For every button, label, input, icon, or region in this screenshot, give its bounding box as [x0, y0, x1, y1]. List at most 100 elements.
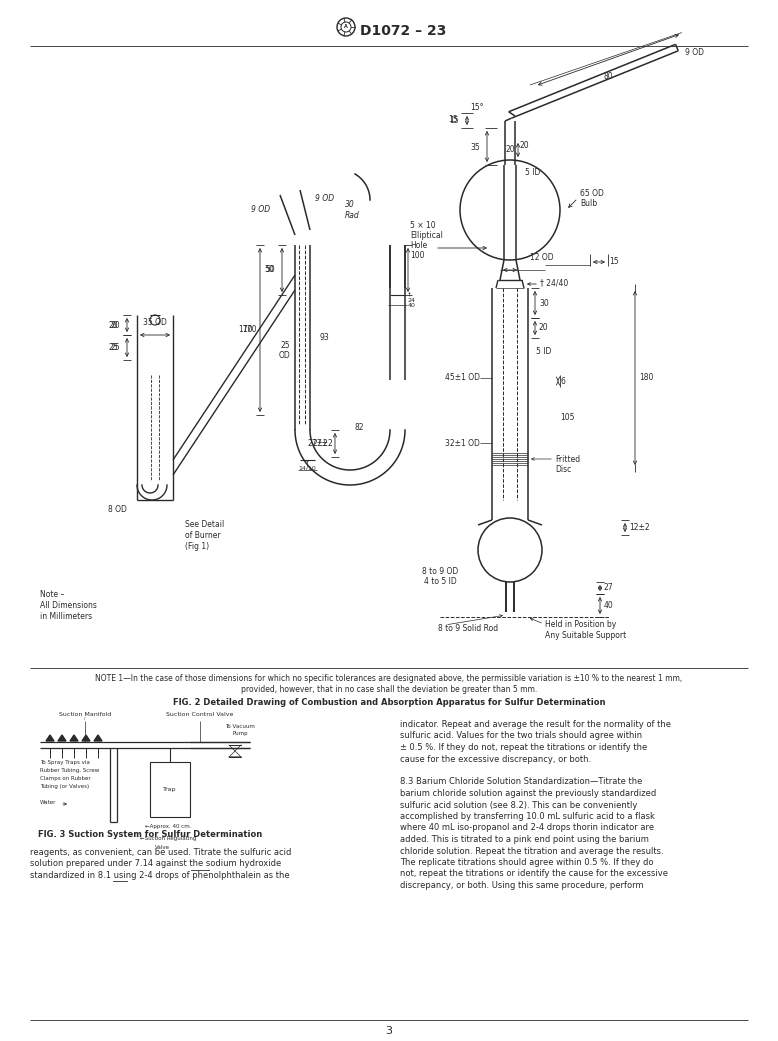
Text: provided, however, that in no case shall the deviation be greater than 5 mm.: provided, however, that in no case shall… [241, 685, 537, 694]
Text: 45±1 OD: 45±1 OD [445, 374, 480, 382]
Text: †
24
40: † 24 40 [408, 291, 416, 308]
Text: 8.3 Barium Chloride Solution Standardization—Titrate the: 8.3 Barium Chloride Solution Standardiza… [400, 778, 643, 787]
Text: FIG. 3 Suction System for Sulfur Determination: FIG. 3 Suction System for Sulfur Determi… [38, 830, 262, 839]
Text: accomplished by transferring 10.0 mL sulfuric acid to a flask: accomplished by transferring 10.0 mL sul… [400, 812, 655, 821]
Text: 170: 170 [242, 326, 257, 334]
Text: 5 ID: 5 ID [525, 168, 541, 177]
Text: /: / [84, 717, 86, 721]
Text: 6: 6 [561, 377, 566, 385]
Text: Held in Position by: Held in Position by [545, 620, 616, 629]
Text: chloride solution. Repeat the titration and average the results.: chloride solution. Repeat the titration … [400, 846, 664, 856]
Text: ←Approx. 40 cm.: ←Approx. 40 cm. [145, 824, 191, 829]
Text: To Spray Traps via: To Spray Traps via [40, 760, 90, 765]
Text: 15: 15 [448, 116, 458, 125]
Text: 80: 80 [604, 72, 613, 81]
Text: 27±2: 27±2 [307, 439, 328, 449]
Text: (Fig 1): (Fig 1) [185, 542, 209, 551]
Text: OD: OD [279, 351, 290, 359]
Text: reagents, as convenient, can be used. Titrate the sulfuric acid: reagents, as convenient, can be used. Ti… [30, 848, 292, 857]
Text: 5 × 10: 5 × 10 [410, 221, 436, 229]
Polygon shape [82, 735, 90, 741]
Text: Tubing (or Valves): Tubing (or Valves) [40, 784, 89, 789]
Text: 8 to 9 OD: 8 to 9 OD [422, 567, 458, 577]
Text: 12±2: 12±2 [629, 523, 650, 532]
Text: To Vacuum: To Vacuum [225, 723, 255, 729]
Polygon shape [70, 735, 78, 741]
Text: ± 0.5 %. If they do not, repeat the titrations or identify the: ± 0.5 %. If they do not, repeat the titr… [400, 743, 647, 752]
Text: 8 to 9 Solid Rod: 8 to 9 Solid Rod [438, 624, 498, 633]
Text: Suction Manifold: Suction Manifold [59, 712, 111, 717]
Text: Pump: Pump [232, 731, 248, 736]
Text: 20: 20 [109, 321, 118, 330]
Text: 20: 20 [110, 321, 120, 330]
Text: 65 OD: 65 OD [580, 188, 604, 198]
Text: D1072 – 23: D1072 – 23 [360, 24, 447, 39]
Text: See Detail: See Detail [185, 520, 224, 529]
Text: 9 OD: 9 OD [315, 194, 335, 203]
Text: discrepancy, or both. Using this same procedure, perform: discrepancy, or both. Using this same pr… [400, 881, 643, 890]
Text: 50: 50 [265, 265, 275, 275]
Text: 27: 27 [604, 584, 614, 592]
Text: 3: 3 [386, 1026, 392, 1036]
Text: 12 OD: 12 OD [530, 253, 554, 262]
Text: NOTE 1—In the case of those dimensions for which no specific tolerances are desi: NOTE 1—In the case of those dimensions f… [96, 674, 682, 683]
Text: 40: 40 [604, 601, 614, 610]
Text: † 24/40: † 24/40 [540, 279, 568, 287]
Text: 25: 25 [110, 342, 120, 352]
Text: sulfuric acid solution (see 8.2). This can be conveniently: sulfuric acid solution (see 8.2). This c… [400, 801, 637, 810]
Text: 35: 35 [470, 143, 480, 152]
Text: 9 OD: 9 OD [685, 48, 704, 57]
Text: Disc: Disc [555, 464, 571, 474]
Text: Valve: Valve [155, 845, 170, 850]
Text: Hole: Hole [410, 240, 427, 250]
Text: 30: 30 [539, 299, 548, 307]
Text: 27±2: 27±2 [313, 439, 334, 448]
Polygon shape [94, 735, 102, 741]
Text: Trap: Trap [163, 787, 177, 792]
Text: All Dimensions: All Dimensions [40, 601, 97, 610]
Text: 105: 105 [560, 413, 574, 423]
Text: 35 OD: 35 OD [143, 318, 167, 327]
Text: Suction Control Valve: Suction Control Valve [166, 712, 233, 717]
Text: 8 OD: 8 OD [108, 505, 127, 514]
Bar [150, 762, 190, 817]
Text: 20: 20 [506, 146, 515, 154]
Text: 15°: 15° [470, 103, 483, 112]
Text: added. This is titrated to a pink end point using the barium: added. This is titrated to a pink end po… [400, 835, 649, 844]
Text: cause for the excessive discrepancy, or both.: cause for the excessive discrepancy, or … [400, 755, 591, 763]
Text: not, repeat the titrations or identify the cause for the excessive: not, repeat the titrations or identify t… [400, 869, 668, 879]
Text: Elliptical: Elliptical [410, 230, 443, 239]
Polygon shape [46, 735, 54, 741]
Text: A: A [344, 25, 348, 29]
Text: 25: 25 [109, 342, 118, 352]
Text: 32±1 OD: 32±1 OD [445, 438, 480, 448]
Text: solution prepared under 7.14 against the sodium hydroxide: solution prepared under 7.14 against the… [30, 860, 282, 868]
Text: 9 OD: 9 OD [251, 205, 270, 214]
Text: †
14/10: † 14/10 [299, 459, 317, 471]
Text: in Millimeters: in Millimeters [40, 612, 92, 621]
Text: 20: 20 [520, 141, 530, 150]
Text: 82: 82 [355, 423, 365, 432]
Text: Any Suitable Support: Any Suitable Support [545, 631, 626, 640]
Text: 20: 20 [539, 324, 548, 332]
Text: indicator. Repeat and average the result for the normality of the: indicator. Repeat and average the result… [400, 720, 671, 729]
Text: 25: 25 [280, 340, 290, 350]
Text: 93: 93 [320, 333, 330, 342]
Text: 180: 180 [639, 374, 654, 382]
Text: 15: 15 [609, 257, 619, 266]
Text: Fritted: Fritted [555, 455, 580, 463]
Text: sulfuric acid. Values for the two trials should agree within: sulfuric acid. Values for the two trials… [400, 732, 642, 740]
Text: 50: 50 [264, 265, 274, 275]
Text: 15: 15 [449, 116, 458, 125]
Text: standardized in 8.1 using 2-4 drops of phenolphthalein as the: standardized in 8.1 using 2-4 drops of p… [30, 871, 289, 880]
Polygon shape [58, 735, 66, 741]
Text: where 40 mL iso-propanol and 2-4 drops thorin indicator are: where 40 mL iso-propanol and 2-4 drops t… [400, 823, 654, 833]
Text: 5 ID: 5 ID [536, 347, 552, 355]
Text: Note –: Note – [40, 590, 65, 599]
Text: 4 to 5 ID: 4 to 5 ID [424, 578, 457, 586]
Text: barium chloride solution against the previously standardized: barium chloride solution against the pre… [400, 789, 657, 798]
Text: 30
Rad: 30 Rad [345, 200, 359, 220]
Text: 170: 170 [239, 326, 253, 334]
Text: Rubber Tubing, Screw: Rubber Tubing, Screw [40, 768, 100, 773]
Text: Water: Water [40, 799, 56, 805]
